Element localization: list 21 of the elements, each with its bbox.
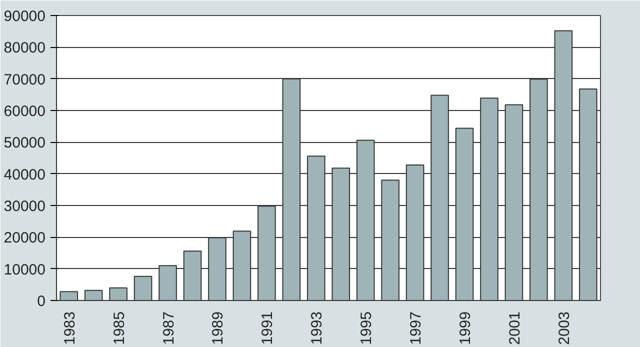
y-tick-label: 20000 [4, 230, 46, 247]
y-tick-label: 70000 [4, 71, 46, 88]
y-tick-label: 10000 [4, 261, 46, 278]
y-tick-label: 0 [37, 293, 46, 310]
x-tick-label: 2003 [556, 311, 573, 345]
x-tick-label: 1993 [308, 311, 326, 345]
x-tick-label: 2001 [506, 311, 524, 345]
x-tick-label: 1989 [210, 311, 227, 345]
x-tick-label: 1995 [358, 311, 376, 345]
y-tick-label: 90000 [4, 8, 46, 25]
x-tick-label: 1983 [61, 311, 78, 345]
x-tick-label: 1991 [259, 311, 276, 345]
y-tick-label: 80000 [4, 40, 46, 57]
y-tick-label: 50000 [4, 134, 46, 152]
x-tick-label: 1985 [110, 311, 128, 345]
y-tick-label: 30000 [4, 198, 46, 215]
x-tick-label: 1997 [408, 311, 425, 345]
x-tick-label: 1987 [160, 311, 178, 345]
x-tick-label: 1999 [457, 311, 474, 345]
y-tick-label: 60000 [4, 103, 46, 120]
y-tick-label: 40000 [4, 166, 46, 184]
